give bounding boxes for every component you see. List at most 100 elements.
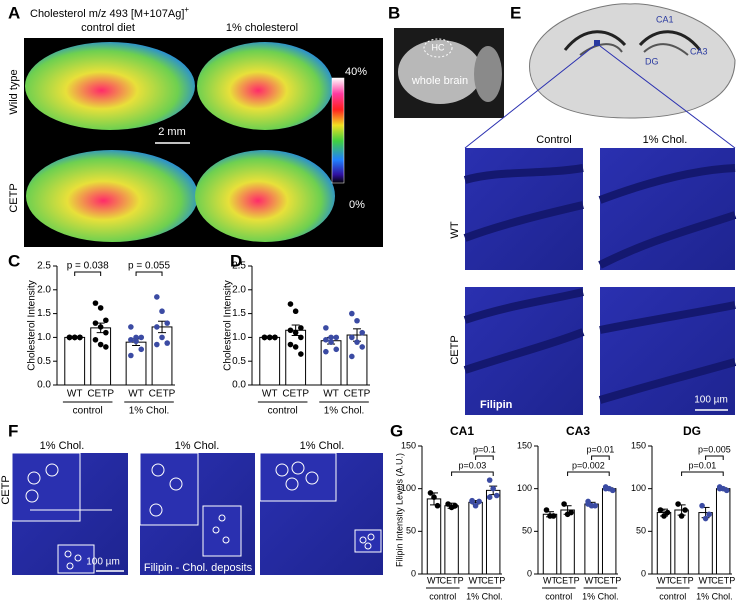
- cell-layer: [463, 164, 584, 242]
- data-point: [493, 492, 500, 499]
- y-tick-label: 150: [517, 440, 532, 450]
- cell-layer: [598, 301, 737, 404]
- data-point: [138, 346, 145, 353]
- group-label: 1% Chol.: [582, 591, 619, 601]
- bar: [90, 327, 112, 386]
- column-label: Control: [536, 134, 571, 146]
- region-label: CA3: [690, 46, 708, 56]
- roi-box: [594, 40, 600, 46]
- y-axis-label: Cholesterol Intensity: [27, 280, 38, 371]
- p-value: p=0.002: [572, 460, 605, 470]
- deposit: [275, 463, 289, 477]
- bar: [426, 498, 442, 575]
- panel-letter: G: [390, 421, 403, 440]
- coronal-section: [529, 3, 736, 119]
- data-point: [568, 509, 574, 516]
- deposit: [151, 463, 165, 477]
- data-point: [486, 477, 493, 483]
- data-point: [292, 308, 299, 315]
- x-tick-label: CETP: [597, 575, 621, 585]
- data-point: [77, 334, 83, 341]
- deposit: [45, 463, 59, 477]
- colorbar-label: 40%: [345, 66, 367, 78]
- region-label: DG: [645, 56, 659, 66]
- data-point: [328, 334, 334, 341]
- data-point: [97, 324, 104, 330]
- row-label: Wild type: [8, 69, 20, 114]
- deposit: [305, 471, 319, 485]
- deposit: [218, 514, 226, 522]
- title-text: Cholesterol m/z 493 [M+107Ag]: [30, 8, 184, 20]
- data-point: [97, 341, 104, 348]
- data-point: [333, 334, 340, 341]
- x-tick-label: WT: [469, 575, 483, 585]
- bar: [485, 489, 501, 575]
- significance-bracket: [475, 455, 494, 460]
- data-point: [550, 513, 557, 519]
- y-tick-label: 2.0: [232, 284, 246, 295]
- inset: [259, 452, 337, 502]
- x-tick-label: CETP: [481, 575, 505, 585]
- data-point: [133, 338, 139, 345]
- group-label: 1% Chol.: [324, 406, 365, 417]
- data-point: [128, 352, 134, 359]
- y-tick-label: 100: [631, 483, 646, 493]
- y-tick-label: 150: [401, 440, 416, 450]
- data-point: [354, 339, 360, 345]
- inset: [11, 452, 81, 522]
- data-point: [92, 336, 99, 343]
- y-tick-label: 0: [527, 568, 532, 578]
- panel-letter: F: [8, 421, 18, 440]
- significance-bracket: [567, 471, 610, 476]
- x-tick-label: WT: [67, 389, 83, 400]
- x-tick-label: WT: [323, 389, 339, 400]
- bar: [444, 505, 459, 575]
- deposit: [66, 562, 74, 570]
- x-tick-label: WT: [262, 389, 278, 400]
- column-label: 1% Chol.: [40, 440, 85, 452]
- data-point: [298, 334, 304, 341]
- group-label: control: [73, 406, 103, 417]
- column-label: 1% Chol.: [643, 134, 688, 146]
- data-point: [452, 502, 458, 509]
- x-tick-label: WT: [699, 575, 713, 585]
- column-label: 1% Chol.: [300, 440, 345, 452]
- data-point: [349, 334, 355, 341]
- deposit: [222, 536, 230, 544]
- y-tick-label: 100: [401, 483, 416, 493]
- data-point: [287, 327, 294, 334]
- group-label: control: [429, 591, 456, 601]
- data-point: [592, 502, 598, 509]
- group-label: 1% Chol.: [696, 591, 733, 601]
- region-label: HC: [432, 42, 445, 52]
- data-point: [490, 485, 497, 492]
- stain-label: Filipin: [480, 399, 513, 411]
- data-point: [678, 513, 685, 519]
- row-label: CETP: [0, 475, 12, 504]
- data-point: [164, 340, 171, 346]
- deposit: [285, 477, 299, 491]
- y-axis-label: Cholesterol Intensity: [223, 280, 234, 371]
- significance-bracket: [135, 271, 163, 276]
- y-tick-label: 0.0: [232, 380, 246, 391]
- x-tick-label: CETP: [87, 389, 114, 400]
- caption: Filipin - Chol. deposits: [144, 562, 253, 574]
- data-point: [349, 353, 355, 360]
- panel-letter: B: [388, 3, 400, 22]
- zoom-line: [464, 45, 595, 149]
- x-tick-label: CETP: [556, 575, 580, 585]
- deposit: [149, 503, 163, 517]
- panel-letter: A: [8, 3, 20, 22]
- group-label: 1% Chol.: [129, 406, 170, 417]
- y-tick-label: 0.0: [37, 380, 51, 391]
- y-tick-label: 50: [406, 526, 416, 536]
- data-point: [716, 485, 723, 492]
- x-tick-label: WT: [427, 575, 441, 585]
- data-point: [661, 513, 667, 519]
- data-point: [92, 320, 99, 326]
- zoom-line: [599, 45, 736, 149]
- data-point: [699, 502, 705, 509]
- data-point: [66, 334, 73, 341]
- inset: [57, 544, 95, 574]
- column-label: 1% cholesterol: [226, 22, 298, 34]
